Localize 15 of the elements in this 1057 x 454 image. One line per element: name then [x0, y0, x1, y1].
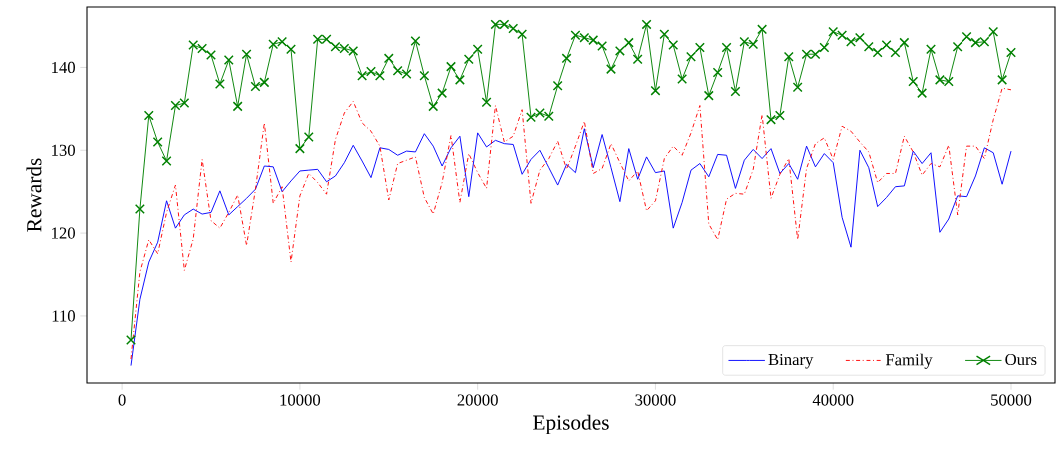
x-tick-label: 30000: [635, 394, 676, 406]
y-axis-title: Rewards: [26, 158, 42, 232]
legend-label: Ours: [1005, 353, 1037, 366]
x-tick-label: 20000: [457, 394, 498, 406]
x-tick-label: 40000: [812, 394, 854, 406]
x-tick-label: 0: [118, 394, 126, 406]
x-tick-label: 50000: [991, 394, 1032, 406]
y-tick-label: 140: [52, 61, 75, 74]
legend-label: Family: [885, 353, 933, 369]
x-axis-title: Episodes: [533, 414, 609, 435]
y-tick-label: 120: [52, 227, 75, 239]
y-tick-label: 130: [52, 144, 75, 156]
y-tick-label: 110: [52, 310, 75, 322]
x-tick-label: 10000: [280, 394, 321, 406]
legend-label: Binary: [768, 353, 814, 369]
